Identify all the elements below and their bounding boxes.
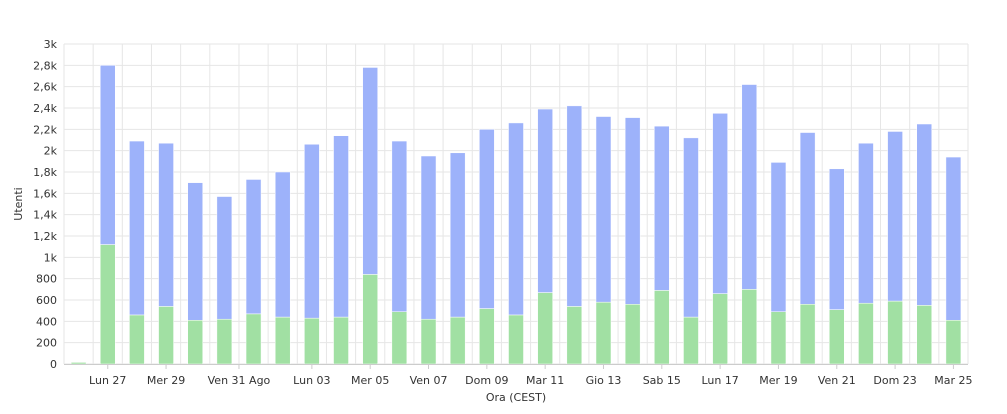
y-axis-title: Utenti xyxy=(12,187,25,220)
bar-segment-series-1[interactable] xyxy=(654,290,670,365)
x-tick-label: Mer 29 xyxy=(147,374,185,387)
x-tick-label: Mar 11 xyxy=(526,374,564,387)
bar-segment-series-1[interactable] xyxy=(99,244,116,365)
bar-segment-series-2[interactable] xyxy=(333,135,349,318)
bar-segment-series-1[interactable] xyxy=(158,306,174,365)
bar-segment-series-2[interactable] xyxy=(741,84,758,290)
bar-segment-series-2[interactable] xyxy=(945,156,962,321)
bar-segment-series-2[interactable] xyxy=(887,131,903,302)
x-tick-label: Mer 19 xyxy=(759,374,797,387)
y-tick-label: 1k xyxy=(44,251,58,264)
bar-segment-series-1[interactable] xyxy=(683,316,699,365)
x-tick-label: Lun 27 xyxy=(89,374,126,387)
x-tick-label: Sab 15 xyxy=(643,374,681,387)
bar-segment-series-1[interactable] xyxy=(333,316,349,365)
bar-segment-series-2[interactable] xyxy=(187,182,203,321)
bar-segment-series-1[interactable] xyxy=(770,311,787,365)
y-tick-label: 1,2k xyxy=(33,230,57,243)
bar-segment-series-2[interactable] xyxy=(129,140,145,316)
bar-segment-series-1[interactable] xyxy=(508,314,524,365)
bar-segment-series-2[interactable] xyxy=(420,155,437,320)
bar-segment-series-1[interactable] xyxy=(420,318,437,365)
x-tick-label: Mer 05 xyxy=(351,374,389,387)
bar-segment-series-1[interactable] xyxy=(799,304,816,365)
bar-segment-series-2[interactable] xyxy=(683,137,699,318)
x-tick-label: Dom 09 xyxy=(465,374,508,387)
bar-segment-series-2[interactable] xyxy=(624,117,641,305)
bar-segment-series-1[interactable] xyxy=(449,316,466,365)
x-tick-label: Ven 07 xyxy=(410,374,448,387)
bar-segment-series-1[interactable] xyxy=(829,309,845,365)
bar-segment-series-1[interactable] xyxy=(741,289,758,365)
x-tick-label: Ven 31 Ago xyxy=(208,374,271,387)
y-tick-label: 400 xyxy=(36,315,57,328)
y-tick-label: 1,6k xyxy=(33,187,57,200)
bar-segment-series-2[interactable] xyxy=(654,125,670,291)
bar-segment-series-2[interactable] xyxy=(537,108,553,293)
bar-segment-series-2[interactable] xyxy=(799,132,816,305)
bar-segment-series-2[interactable] xyxy=(362,67,378,275)
bar-segment-series-2[interactable] xyxy=(712,113,728,294)
bar-segment-series-2[interactable] xyxy=(99,65,116,245)
x-tick-label: Lun 03 xyxy=(293,374,330,387)
bar-segment-series-2[interactable] xyxy=(566,105,583,307)
x-tick-label: Ven 21 xyxy=(818,374,856,387)
bar-segment-series-1[interactable] xyxy=(858,302,874,365)
bar-segment-series-2[interactable] xyxy=(916,123,933,306)
y-tick-label: 2,8k xyxy=(33,59,57,72)
bar-segment-series-2[interactable] xyxy=(391,140,408,312)
grid-lines xyxy=(63,43,969,365)
y-tick-label: 600 xyxy=(36,294,57,307)
y-tick-label: 3k xyxy=(44,38,58,51)
bar-segment-series-2[interactable] xyxy=(449,152,466,318)
y-tick-label: 200 xyxy=(36,337,57,350)
bar-segment-series-1[interactable] xyxy=(566,306,583,365)
bar-segment-series-1[interactable] xyxy=(70,362,87,365)
y-tick-label: 2,6k xyxy=(33,81,57,94)
y-tick-label: 2k xyxy=(44,145,58,158)
bar-segment-series-1[interactable] xyxy=(362,274,378,365)
bar-segment-series-2[interactable] xyxy=(304,144,320,319)
y-tick-label: 800 xyxy=(36,273,57,286)
bar-segment-series-2[interactable] xyxy=(508,122,524,316)
bar-segment-series-1[interactable] xyxy=(712,293,728,365)
bar-segment-series-2[interactable] xyxy=(158,142,174,307)
bar-segment-series-1[interactable] xyxy=(624,304,641,365)
y-tick-label: 2,4k xyxy=(33,102,57,115)
bar-segment-series-1[interactable] xyxy=(129,314,145,365)
bars xyxy=(70,65,962,365)
bar-segment-series-1[interactable] xyxy=(245,313,262,365)
bar-segment-series-1[interactable] xyxy=(916,305,933,365)
x-axis-title: Ora (CEST) xyxy=(486,391,546,404)
bar-segment-series-2[interactable] xyxy=(829,168,845,310)
x-tick-label: Dom 23 xyxy=(873,374,916,387)
bar-segment-series-1[interactable] xyxy=(479,308,495,365)
x-tick-label: Mar 25 xyxy=(934,374,972,387)
bar-segment-series-1[interactable] xyxy=(887,300,903,365)
bar-segment-series-1[interactable] xyxy=(595,301,612,365)
bar-segment-series-2[interactable] xyxy=(595,116,612,303)
bar-segment-series-1[interactable] xyxy=(187,320,203,365)
x-tick-label: Lun 17 xyxy=(701,374,738,387)
bar-segment-series-2[interactable] xyxy=(216,196,233,320)
bar-segment-series-1[interactable] xyxy=(304,317,320,365)
bar-segment-series-1[interactable] xyxy=(274,316,291,365)
bar-segment-series-1[interactable] xyxy=(537,292,553,365)
bar-segment-series-1[interactable] xyxy=(391,311,408,365)
bar-segment-series-1[interactable] xyxy=(945,320,962,365)
x-tick-label: Gio 13 xyxy=(586,374,622,387)
bar-segment-series-2[interactable] xyxy=(770,162,787,312)
bar-segment-series-2[interactable] xyxy=(245,179,262,315)
bar-segment-series-1[interactable] xyxy=(216,318,233,365)
axes: 0 200 400 600 800 1k 1,2k 1,4k 1,6k 1,8k 2k 2,2k 2,4… xyxy=(33,38,972,387)
y-tick-label: 2,2k xyxy=(33,123,57,136)
y-tick-label: 0 xyxy=(50,358,57,371)
y-tick-label: 1,8k xyxy=(33,166,57,179)
bar-segment-series-2[interactable] xyxy=(858,142,874,304)
bar-segment-series-2[interactable] xyxy=(479,129,495,309)
y-tick-label: 1,4k xyxy=(33,209,57,222)
bar-segment-series-2[interactable] xyxy=(274,171,291,318)
